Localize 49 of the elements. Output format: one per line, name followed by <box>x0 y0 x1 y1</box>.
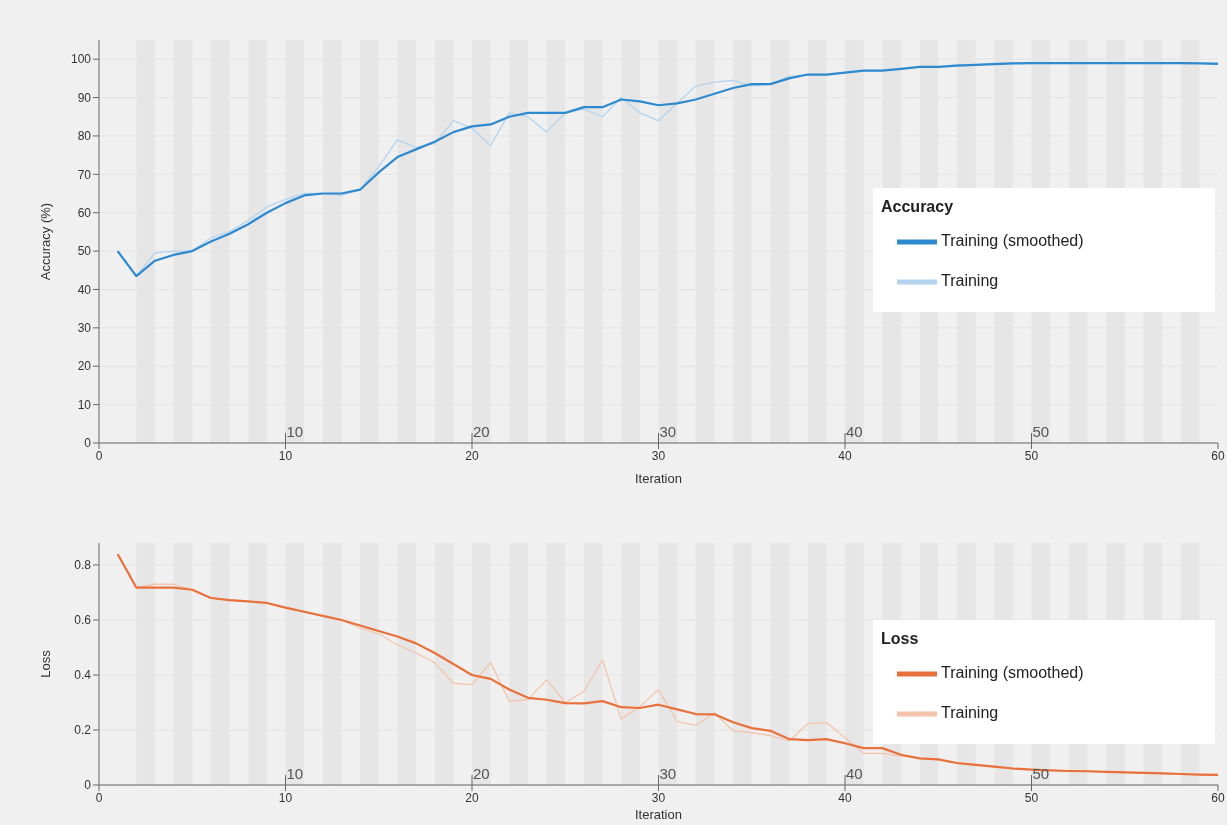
x-tick-label: 10 <box>278 448 293 463</box>
annotation: 50 <box>1032 423 1050 440</box>
y-tick-label: 0 <box>84 778 92 793</box>
y-tick-label: 0.2 <box>74 723 92 738</box>
y-tick-label: 0.4 <box>74 668 92 683</box>
x-tick-label: 60 <box>1211 448 1225 463</box>
x-tick-label: 40 <box>838 790 852 805</box>
legend-label: Training <box>941 272 999 290</box>
x-tick-label: 50 <box>1024 448 1039 463</box>
x-tick-label: 30 <box>651 448 666 463</box>
y-tick-label: 70 <box>77 167 92 182</box>
y-tick-label: 20 <box>77 359 92 374</box>
annotation: 10 <box>286 765 304 782</box>
y-tick-label: 0 <box>84 436 92 451</box>
x-tick-label: 10 <box>278 790 293 805</box>
x-tick-label: 20 <box>465 790 479 805</box>
y-tick-label: 10 <box>77 397 92 412</box>
annotation: 20 <box>473 423 490 440</box>
legend-label: Training (smoothed) <box>941 232 1084 250</box>
legend-title: Loss <box>880 629 920 649</box>
x-tick-label: 30 <box>651 790 666 805</box>
x-tick-label: 40 <box>838 448 852 463</box>
x-tick-label: 0 <box>95 448 103 463</box>
y-tick-label: 80 <box>77 129 92 144</box>
legend-label: Training <box>941 704 999 722</box>
legend-label: Training (smoothed) <box>941 664 1084 682</box>
x-axis-title: Iteration <box>635 471 682 486</box>
annotation: 40 <box>846 423 863 440</box>
y-tick-label: 100 <box>70 52 92 67</box>
y-tick-label: 60 <box>77 205 92 220</box>
annotation: 40 <box>846 765 863 782</box>
x-tick-label: 60 <box>1211 790 1225 805</box>
y-tick-label: 30 <box>77 321 92 336</box>
annotation: 30 <box>659 765 677 782</box>
y-tick-label: 0.6 <box>74 613 92 628</box>
x-tick-label: 20 <box>465 448 479 463</box>
y-axis-title: Accuracy (%) <box>37 202 53 281</box>
annotation: 30 <box>659 423 677 440</box>
y-tick-label: 90 <box>77 90 92 105</box>
legend-title: Accuracy <box>880 197 955 217</box>
annotation: 20 <box>473 765 490 782</box>
x-tick-label: 50 <box>1024 790 1039 805</box>
annotation: 10 <box>286 423 304 440</box>
y-axis-title: Loss <box>37 649 53 678</box>
x-tick-label: 0 <box>95 790 103 805</box>
y-tick-label: 40 <box>77 282 92 297</box>
y-tick-label: 0.8 <box>74 558 92 573</box>
y-tick-label: 50 <box>77 244 92 259</box>
x-axis-title: Iteration <box>635 807 682 822</box>
